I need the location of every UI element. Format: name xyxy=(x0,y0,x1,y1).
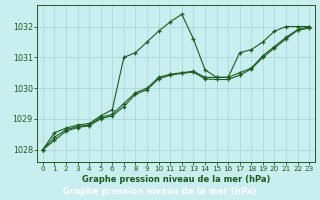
Text: Graphe pression niveau de la mer (hPa): Graphe pression niveau de la mer (hPa) xyxy=(63,187,257,196)
X-axis label: Graphe pression niveau de la mer (hPa): Graphe pression niveau de la mer (hPa) xyxy=(82,175,270,184)
